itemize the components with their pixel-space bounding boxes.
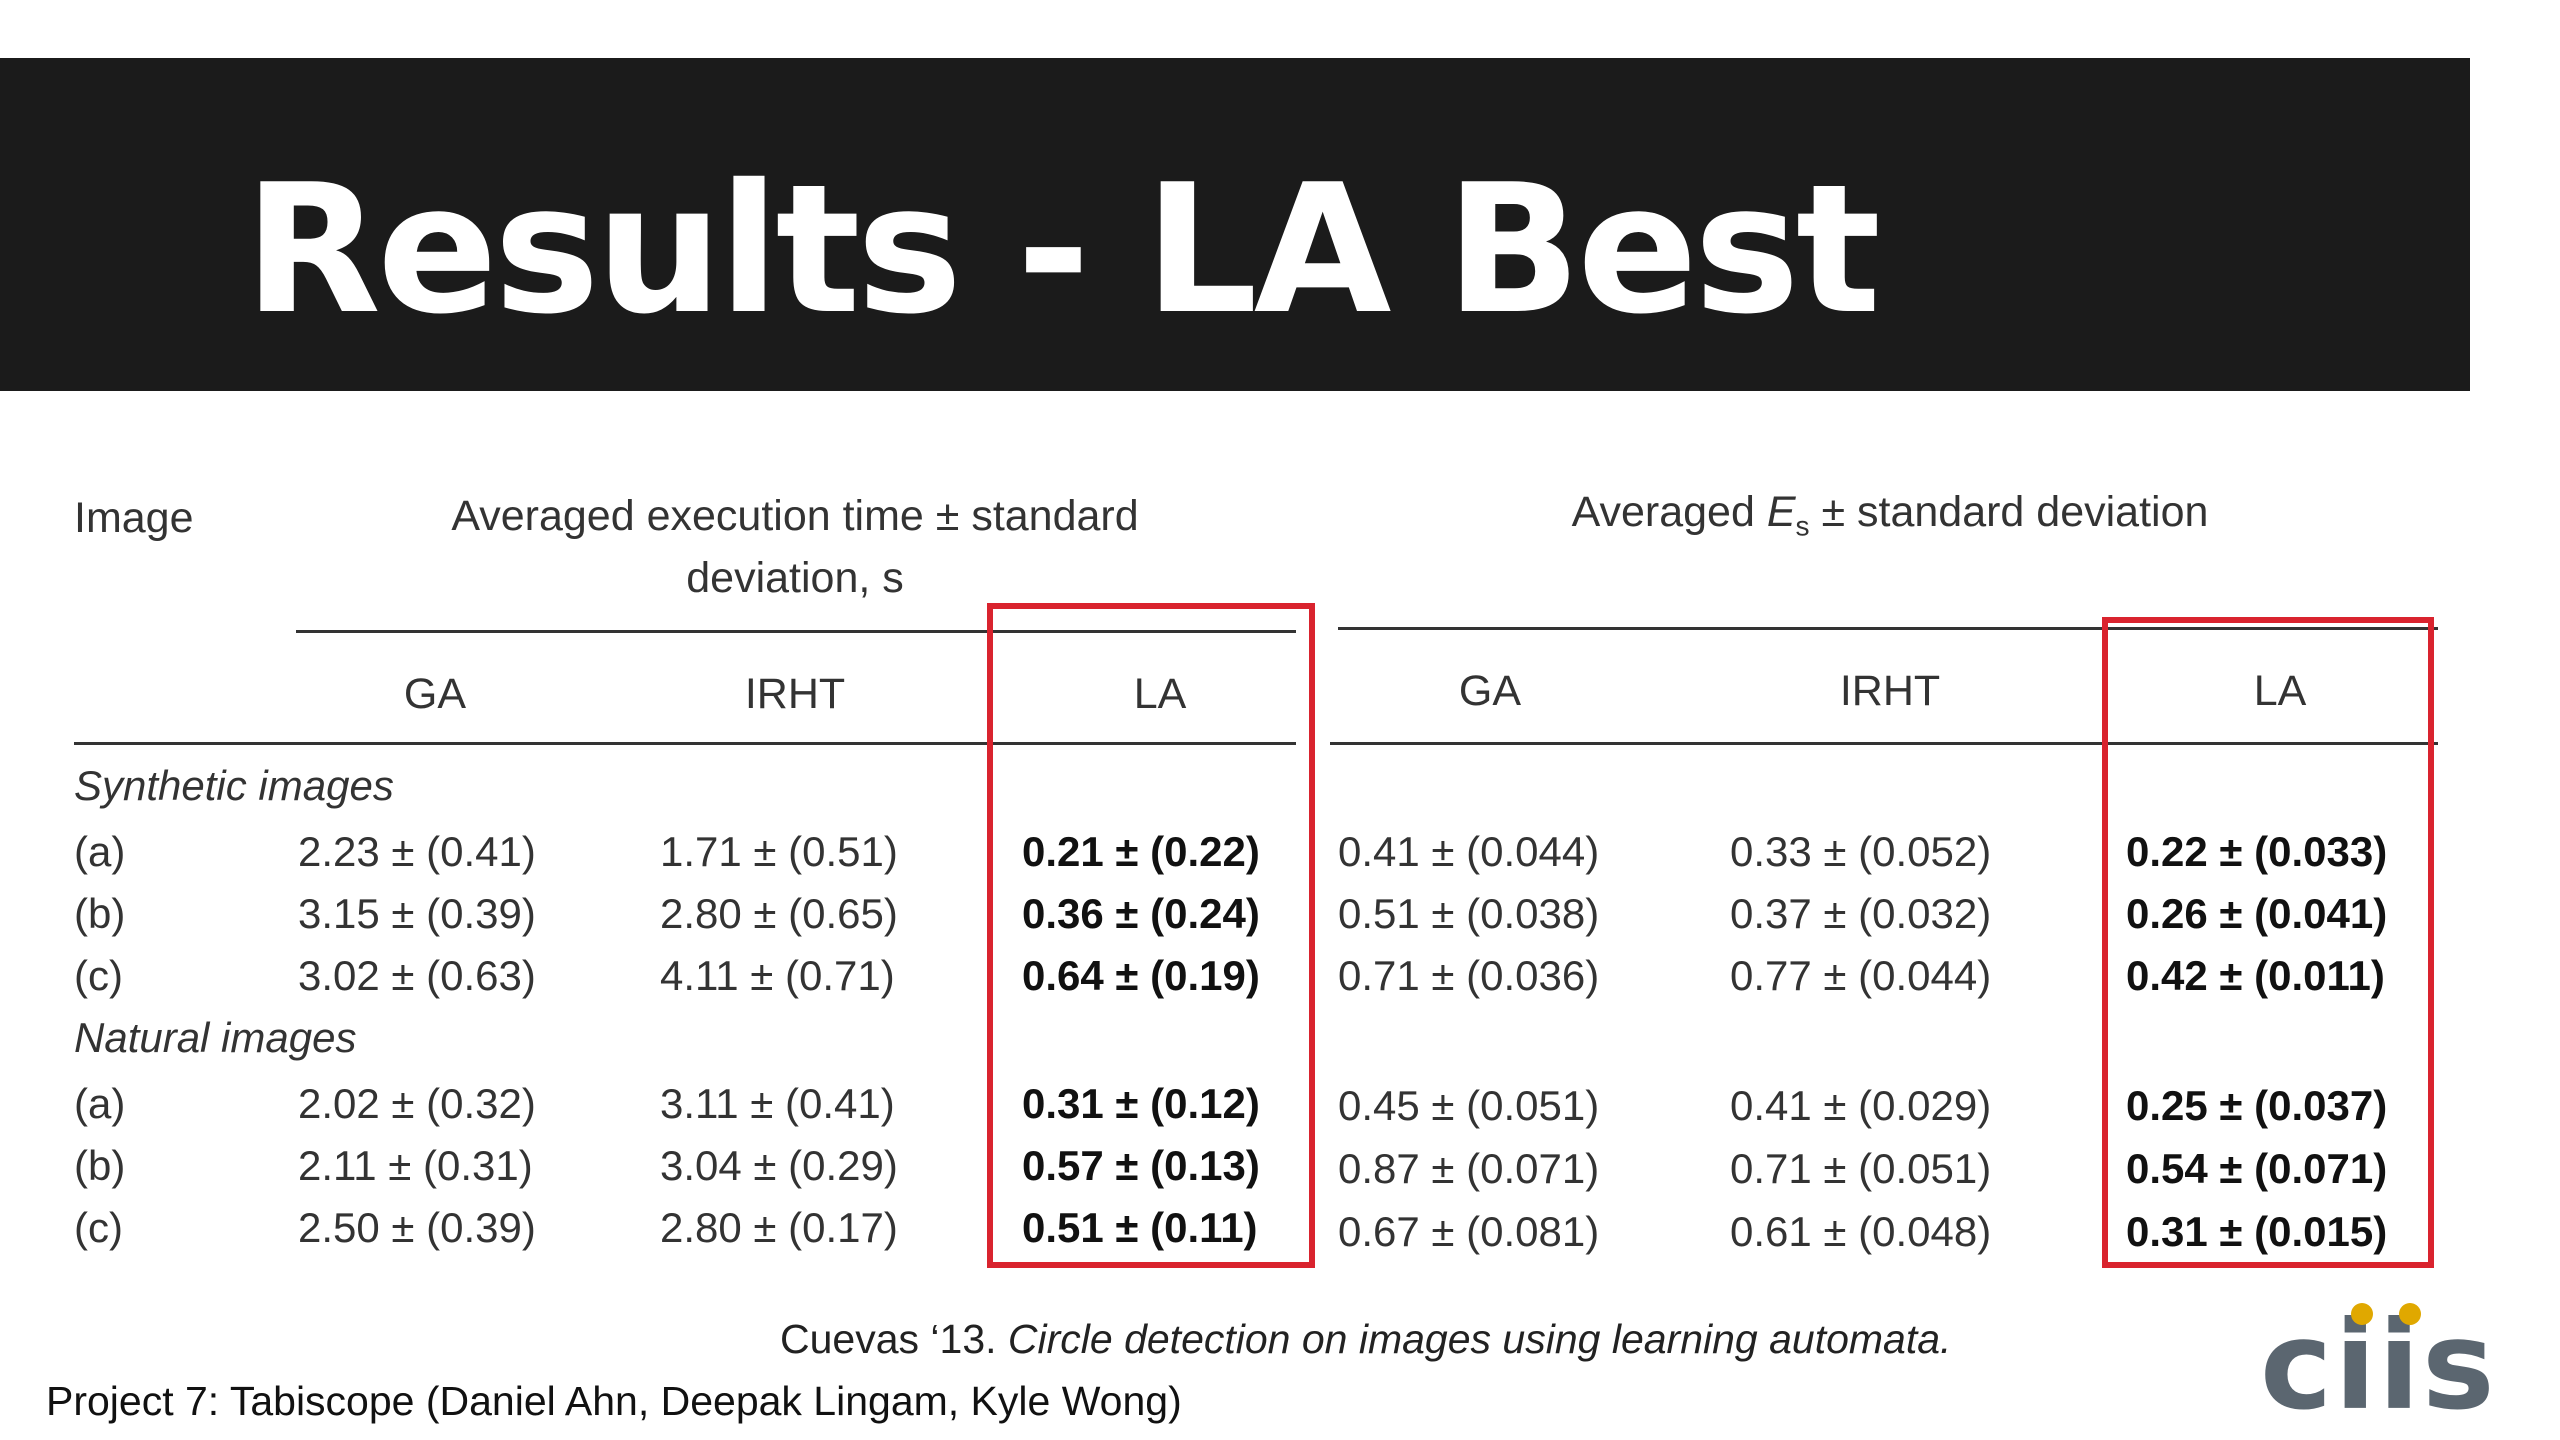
es-header: Averaged Es ± standard deviation: [1571, 488, 2209, 542]
image-column-header: Image: [74, 494, 194, 542]
row-label: (b): [74, 890, 126, 937]
table-cell-highlight: 0.31 ± (0.12): [1022, 1080, 1260, 1127]
table-cell-highlight: 0.21 ± (0.22): [1022, 828, 1260, 875]
col-header-la-time: LA: [1133, 670, 1187, 718]
table-cell-highlight: 0.36 ± (0.24): [1022, 890, 1260, 937]
table-cell: 1.71 ± (0.51): [660, 828, 898, 875]
la-es-highlight-box: [2102, 617, 2434, 1268]
table-cell: 0.67 ± (0.081): [1338, 1208, 1600, 1255]
table-cell: 2.50 ± (0.39): [298, 1204, 536, 1251]
table-cell-highlight: 0.26 ± (0.041): [2126, 890, 2388, 937]
table-cell-highlight: 0.31 ± (0.015): [2126, 1208, 2388, 1255]
header-underline-left: [74, 742, 1296, 745]
table-cell: 4.11 ± (0.71): [660, 952, 895, 999]
col-header-irht-es: IRHT: [1839, 667, 1941, 715]
table-cell: 0.33 ± (0.052): [1730, 828, 1992, 875]
table-cell: 0.45 ± (0.051): [1338, 1082, 1600, 1129]
table-cell: 0.87 ± (0.071): [1338, 1145, 1600, 1192]
table-cell-highlight: 0.64 ± (0.19): [1022, 952, 1260, 999]
table-cell: 2.80 ± (0.65): [660, 890, 898, 937]
table-cell: 0.61 ± (0.048): [1730, 1208, 1992, 1255]
table-cell-highlight: 0.57 ± (0.13): [1022, 1142, 1260, 1189]
row-label: (c): [74, 952, 123, 999]
la-time-highlight-box: [987, 603, 1315, 1268]
table-cell-highlight: 0.25 ± (0.037): [2126, 1082, 2388, 1129]
table-cell-highlight: 0.22 ± (0.033): [2126, 828, 2388, 875]
table-cell: 0.71 ± (0.051): [1730, 1145, 1992, 1192]
table-cell: 0.41 ± (0.044): [1338, 828, 1600, 875]
logo-text: ciis: [2260, 1295, 2497, 1420]
header-underline-right: [1330, 742, 2438, 745]
citation: Cuevas ‘13. Circle detection on images u…: [780, 1316, 1952, 1362]
table-cell: 2.80 ± (0.17): [660, 1204, 898, 1251]
title-banner: [0, 58, 2470, 391]
table-cell-highlight: 0.51 ± (0.11): [1022, 1204, 1258, 1251]
col-header-ga-time: GA: [403, 670, 467, 718]
table-cell: 2.23 ± (0.41): [298, 828, 536, 875]
slide-title: Results - LA Best: [244, 146, 1881, 353]
table-cell-highlight: 0.54 ± (0.071): [2126, 1145, 2388, 1192]
col-header-ga-es: GA: [1458, 667, 1522, 715]
group1-underline: [296, 630, 1296, 633]
section-synthetic-images: Synthetic images: [74, 762, 394, 809]
row-label: (b): [74, 1142, 126, 1189]
table-cell: 3.02 ± (0.63): [298, 952, 536, 999]
logo-dot-1: [2351, 1303, 2373, 1325]
table-cell: 3.04 ± (0.29): [660, 1142, 898, 1189]
row-label: (a): [74, 1080, 126, 1127]
table-cell: 3.11 ± (0.41): [660, 1080, 895, 1127]
table-cell: 0.37 ± (0.032): [1730, 890, 1992, 937]
group2-underline: [1338, 627, 2438, 630]
table-cell-highlight: 0.42 ± (0.011): [2126, 952, 2385, 999]
table-cell: 0.71 ± (0.036): [1338, 952, 1600, 999]
table-cell: 0.41 ± (0.029): [1730, 1082, 1992, 1129]
table-cell: 2.11 ± (0.31): [298, 1142, 533, 1189]
execution-time-header-line1: Averaged execution time ± standard: [451, 492, 1139, 540]
slide-footer: Project 7: Tabiscope (Daniel Ahn, Deepak…: [46, 1378, 1182, 1424]
table-cell: 3.15 ± (0.39): [298, 890, 536, 937]
execution-time-header-line2: deviation, s: [686, 554, 904, 602]
row-label: (c): [74, 1204, 123, 1251]
row-label: (a): [74, 828, 126, 875]
logo-dot-2: [2399, 1303, 2421, 1325]
col-header-irht-time: IRHT: [744, 670, 846, 718]
table-cell: 0.51 ± (0.038): [1338, 890, 1600, 937]
col-header-la-es: LA: [2253, 667, 2307, 715]
table-cell: 2.02 ± (0.32): [298, 1080, 536, 1127]
ciis-logo: ciis: [2260, 1290, 2520, 1437]
section-natural-images: Natural images: [74, 1014, 357, 1061]
table-cell: 0.77 ± (0.044): [1730, 952, 1992, 999]
